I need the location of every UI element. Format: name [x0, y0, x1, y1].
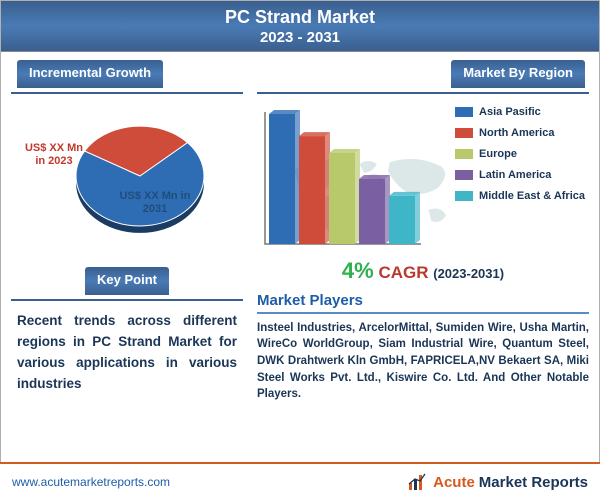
keypoint-text: Recent trends across different regions i…	[11, 309, 243, 397]
brand-word-1: Acute	[433, 474, 475, 491]
pie-label-2031: US$ XX Mn in 2031	[107, 190, 203, 216]
page-period: 2023 - 2031	[1, 29, 599, 46]
legend-swatch	[455, 107, 473, 117]
bar-svg	[257, 108, 427, 253]
legend-swatch	[455, 191, 473, 201]
content: Incremental Growth US$ XX Mn in 2023 US$…	[1, 52, 599, 448]
logo-icon	[407, 472, 427, 492]
legend-label: Europe	[479, 148, 517, 160]
legend-label: Asia Pasific	[479, 106, 541, 118]
players-title: Market Players	[257, 292, 589, 309]
footer-url: www.acutemarketreports.com	[12, 475, 170, 489]
left-column: Incremental Growth US$ XX Mn in 2023 US$…	[11, 60, 243, 448]
cagr-line: 4% CAGR (2023-2031)	[257, 258, 589, 284]
legend-item: Middle East & Africa	[455, 190, 585, 202]
legend-swatch	[455, 170, 473, 180]
cagr-period: (2023-2031)	[433, 266, 504, 281]
players-body: Insteel Industries, ArcelorMittal, Sumid…	[257, 320, 589, 403]
cagr-word: CAGR	[378, 263, 428, 282]
legend-swatch	[455, 128, 473, 138]
footer: www.acutemarketreports.com Acute Market …	[0, 462, 600, 500]
legend-item: North America	[455, 127, 585, 139]
pie-label-2023: US$ XX Mn in 2023	[19, 142, 89, 168]
legend-item: Europe	[455, 148, 585, 160]
keypoint-ribbon: Key Point	[85, 267, 169, 295]
legend: Asia Pasific North America Europe Latin Ame…	[455, 106, 585, 211]
legend-item: Latin America	[455, 169, 585, 181]
pie-chart: US$ XX Mn in 2023 US$ XX Mn in 2031	[11, 102, 243, 267]
growth-ribbon: Incremental Growth	[17, 60, 163, 88]
legend-item: Asia Pasific	[455, 106, 585, 118]
divider	[257, 312, 589, 314]
footer-logo: Acute Market Reports	[407, 472, 588, 492]
region-ribbon: Market By Region	[451, 60, 585, 88]
right-column: Market By Region Asia Pasific North Ameri…	[257, 60, 589, 448]
legend-label: North America	[479, 127, 554, 139]
divider	[11, 299, 243, 301]
header: PC Strand Market 2023 - 2031	[1, 1, 599, 52]
brand-word-2: Market Reports	[479, 474, 588, 491]
legend-swatch	[455, 149, 473, 159]
page-title: PC Strand Market	[1, 7, 599, 28]
legend-label: Middle East & Africa	[479, 190, 585, 202]
bar-chart-area: Asia Pasific North America Europe Latin Ame…	[257, 102, 589, 258]
legend-label: Latin America	[479, 169, 551, 181]
divider	[11, 92, 243, 94]
divider	[257, 92, 589, 94]
cagr-percent: 4%	[342, 258, 374, 283]
pie-svg	[40, 106, 215, 256]
